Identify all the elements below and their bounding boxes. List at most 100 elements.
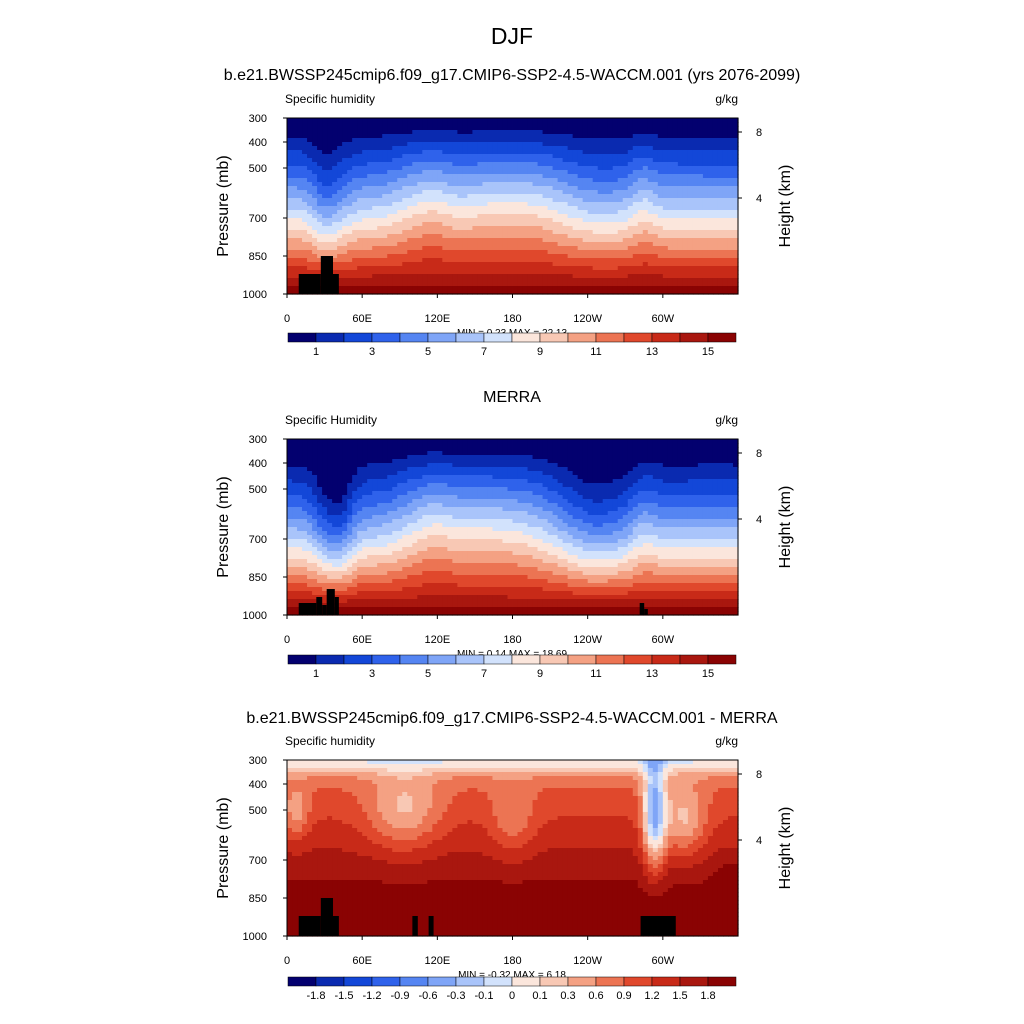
heatmap-cell	[552, 242, 559, 247]
heatmap-cell	[647, 134, 654, 139]
heatmap-cell	[397, 270, 403, 275]
heatmap-cell	[412, 250, 418, 255]
heatmap-cell	[442, 198, 448, 203]
heatmap-cell	[347, 447, 353, 452]
heatmap-cell	[552, 439, 559, 444]
heatmap-cell	[487, 266, 494, 271]
heatmap-cell	[672, 443, 679, 448]
heatmap-cell	[382, 178, 388, 183]
heatmap-cell	[457, 186, 463, 191]
heatmap-cell	[502, 146, 509, 151]
heatmap-cell	[312, 451, 318, 456]
colorbar-label: 13	[646, 346, 658, 358]
heatmap-cell	[602, 451, 609, 456]
heatmap-cell	[342, 206, 348, 211]
heatmap-cell	[572, 447, 579, 452]
heatmap-cell	[712, 178, 719, 183]
heatmap-cell	[602, 138, 609, 143]
heatmap-cell	[457, 479, 463, 484]
heatmap-cell	[577, 126, 584, 131]
heatmap-cell	[622, 166, 629, 171]
heatmap-cell	[417, 242, 423, 247]
heatmap-cell	[357, 463, 363, 468]
heatmap-cell	[367, 138, 373, 143]
heatmap-cell	[482, 471, 489, 476]
heatmap-cell	[287, 182, 293, 187]
heatmap-cell	[382, 222, 388, 227]
heatmap-cell	[372, 218, 378, 223]
heatmap-cell	[627, 186, 634, 191]
heatmap-cell	[557, 182, 564, 187]
heatmap-cell	[412, 459, 418, 464]
heatmap-cell	[482, 238, 489, 243]
heatmap-cell	[482, 467, 489, 472]
heatmap-cell	[382, 170, 388, 175]
heatmap-cell	[352, 226, 358, 231]
y-tick-label: 400	[249, 137, 267, 149]
heatmap-cell	[417, 214, 423, 219]
heatmap-cell	[297, 455, 303, 460]
heatmap-cell	[357, 467, 363, 472]
heatmap-cell	[522, 278, 529, 283]
heatmap-cell	[712, 190, 719, 195]
heatmap-cell	[557, 214, 564, 219]
heatmap-cell	[707, 222, 714, 227]
heatmap-cell	[332, 242, 338, 247]
heatmap-cell	[357, 174, 363, 179]
heatmap-cell	[632, 138, 639, 143]
heatmap-cell	[662, 190, 669, 195]
heatmap-cell	[472, 443, 479, 448]
heatmap-cell	[657, 178, 664, 183]
heatmap-cell	[692, 122, 699, 127]
heatmap-cell	[602, 246, 609, 251]
heatmap-cell	[442, 194, 448, 199]
heatmap-cell	[402, 475, 408, 480]
heatmap-cell	[412, 178, 418, 183]
heatmap-cell	[652, 290, 659, 295]
heatmap-cell	[557, 254, 564, 259]
heatmap-cell	[637, 254, 644, 259]
heatmap-cell	[472, 218, 479, 223]
heatmap-cell	[732, 270, 739, 275]
heatmap-cell	[712, 270, 719, 275]
heatmap-cell	[347, 282, 353, 287]
heatmap-cell	[427, 130, 433, 135]
heatmap-cell	[477, 118, 484, 123]
heatmap-cell	[357, 142, 363, 147]
heatmap-cell	[602, 118, 609, 123]
height-axis-label: Height (km)	[777, 165, 794, 248]
heatmap-cell	[617, 439, 624, 444]
heatmap-cell	[472, 182, 479, 187]
heatmap-cell	[367, 186, 373, 191]
heatmap-cell	[712, 246, 719, 251]
heatmap-cell	[677, 471, 684, 476]
heatmap-cell	[402, 218, 408, 223]
heatmap-cell	[577, 202, 584, 207]
heatmap-cell	[367, 250, 373, 255]
heatmap-cell	[307, 186, 313, 191]
heatmap-cell	[652, 194, 659, 199]
heatmap-cell	[362, 475, 368, 480]
heatmap-cell	[702, 258, 709, 263]
heatmap-cell	[512, 194, 519, 199]
heatmap-cell	[622, 186, 629, 191]
heatmap-cell	[347, 122, 353, 127]
heatmap-cell	[357, 126, 363, 131]
heatmap-cell	[472, 134, 479, 139]
heatmap-cell	[597, 150, 604, 155]
heatmap-cell	[367, 254, 373, 259]
heatmap-cell	[342, 146, 348, 151]
heatmap-cell	[537, 270, 544, 275]
heatmap-cell	[502, 138, 509, 143]
heatmap-cell	[727, 278, 734, 283]
heatmap-cell	[652, 278, 659, 283]
heatmap-cell	[457, 146, 463, 151]
heatmap-cell	[472, 142, 479, 147]
heatmap-cell	[342, 150, 348, 155]
heatmap-cell	[392, 206, 398, 211]
heatmap-cell	[597, 122, 604, 127]
heatmap-cell	[567, 459, 574, 464]
heatmap-cell	[722, 210, 729, 215]
heatmap-cell	[602, 447, 609, 452]
heatmap-cell	[537, 162, 544, 167]
